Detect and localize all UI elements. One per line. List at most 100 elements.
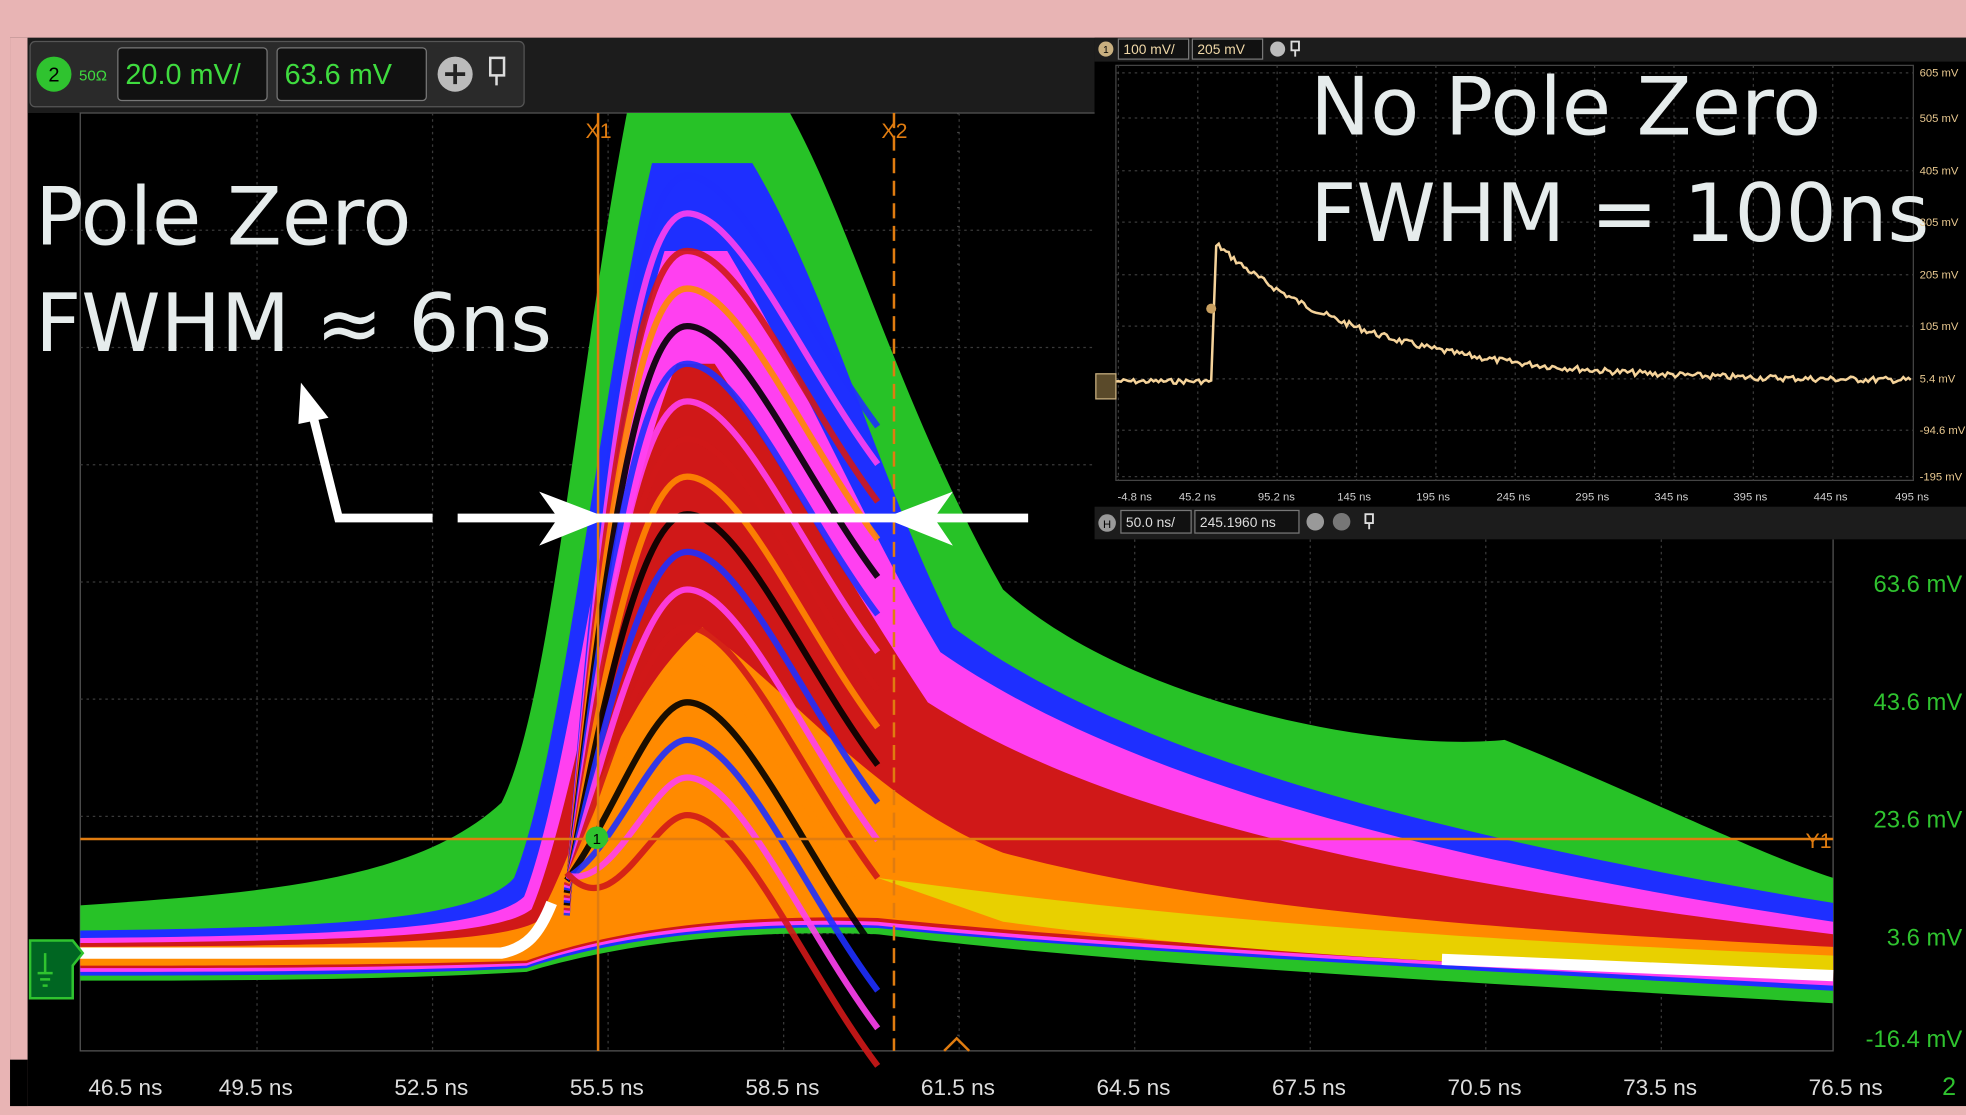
pin-icon[interactable] [488, 56, 506, 86]
inset-x-label: 195 ns [1416, 491, 1450, 503]
inset-y-label: -94.6 mV [1920, 425, 1966, 437]
inset-x-label: 45.2 ns [1179, 491, 1216, 503]
trace-band [563, 398, 881, 901]
arrow-head-left [883, 491, 953, 546]
inset-x-label: 395 ns [1733, 491, 1767, 503]
inset-x-label: 145 ns [1337, 491, 1371, 503]
impedance: 50Ω [79, 67, 107, 84]
inset-trace [1115, 241, 1912, 386]
trace-band [563, 473, 881, 896]
inset-x-label: 295 ns [1575, 491, 1609, 503]
y-axis-label: 63.6 mV [1874, 571, 1963, 598]
arrow-head-up [298, 382, 329, 424]
inset-y-label: 305 mV [1920, 217, 1959, 229]
zoom-button[interactable] [1306, 512, 1325, 531]
inset-scale: 100 mV/ [1123, 42, 1174, 57]
trace-band [564, 699, 881, 955]
x-axis-label: 46.5 ns [88, 1075, 162, 1100]
inset-scope [1094, 37, 1966, 540]
inset-annotation-title: No Pole Zero [1310, 60, 1821, 153]
x-axis-label: 49.5 ns [219, 1075, 293, 1100]
trace-band [564, 812, 881, 1068]
x-axis-label: 52.5 ns [394, 1075, 468, 1100]
x-axis-label: 67.5 ns [1272, 1075, 1346, 1100]
trace-band [563, 661, 881, 918]
inset-x-label: 95.2 ns [1258, 491, 1295, 503]
scale-box[interactable] [117, 47, 268, 102]
scale: 20.0 mV/ [125, 59, 241, 91]
inset-y-label: 405 mV [1920, 165, 1959, 177]
inset-pin[interactable] [1290, 40, 1300, 57]
offset-box[interactable] [276, 47, 427, 102]
x-axis-label: 58.5 ns [745, 1075, 819, 1100]
trace-envelope [80, 113, 1834, 1004]
y-axis-label: 23.6 mV [1874, 807, 1963, 834]
inset-y-label: 105 mV [1920, 321, 1959, 333]
cursor-x1-label: X1 [586, 119, 612, 143]
trace-orange [80, 627, 1834, 979]
x-axis-label: 76.5 ns [1809, 1075, 1883, 1100]
annotation-title: Pole Zero [35, 171, 411, 264]
trace-band [563, 435, 881, 899]
y-axis-label: 43.6 mV [1874, 689, 1963, 716]
ground-marker[interactable] [28, 939, 85, 1000]
inset-y-label: 5.4 mV [1920, 374, 1956, 386]
trigger-marker-label: 1 [593, 831, 601, 848]
inset-position: 245.1960 ns [1200, 515, 1276, 530]
mode-button[interactable] [1332, 512, 1351, 531]
inset-y-label: -195 mV [1920, 471, 1963, 483]
channel-number: 2 [48, 65, 59, 87]
trace-band [563, 323, 881, 906]
x-axis-label: 64.5 ns [1096, 1075, 1170, 1100]
channel-badge[interactable] [36, 56, 72, 92]
arrow-head-right [539, 491, 609, 546]
inset-h: H [1103, 519, 1111, 531]
trigger-marker[interactable] [585, 826, 609, 850]
inset-y-label: 605 mV [1920, 68, 1959, 80]
inset-annotation-fwhm: FWHM = 100ns [1310, 167, 1929, 260]
trace-yellow [877, 877, 1834, 974]
inset-scale-box[interactable] [1117, 38, 1190, 60]
x-axis-label: 70.5 ns [1448, 1075, 1522, 1100]
trace-baseline [80, 900, 1834, 982]
trace-band [563, 586, 881, 889]
inset-ground-marker [1095, 373, 1117, 400]
inset-offset-box[interactable] [1191, 38, 1264, 60]
inset-y-label: 505 mV [1920, 113, 1959, 125]
left-border [10, 37, 28, 1107]
inset-h-badge[interactable] [1098, 514, 1116, 532]
annotation-fwhm: FWHM ≈ 6ns [35, 277, 552, 370]
trace-band [563, 285, 881, 909]
x-axis-label: 73.5 ns [1623, 1075, 1697, 1100]
inset-channel: 1 [1103, 45, 1109, 56]
x-axis-label: 55.5 ns [570, 1075, 644, 1100]
trace-band [563, 623, 881, 887]
inset-offset: 205 mV [1197, 42, 1245, 57]
timebase-box[interactable] [1120, 509, 1192, 534]
inset-x-label: 245 ns [1496, 491, 1530, 503]
trace-band [563, 360, 881, 904]
inset-grid [1115, 65, 1914, 481]
inset-x-label: -4.8 ns [1117, 491, 1152, 503]
trace-band [565, 774, 881, 1031]
x-axis-label: 61.5 ns [921, 1075, 995, 1100]
offset: 63.6 mV [285, 59, 393, 91]
inset-trigger-marker [1206, 303, 1217, 314]
position-box[interactable] [1194, 509, 1300, 534]
corner-channel: 2 [1942, 1073, 1956, 1101]
inset-x-label: 445 ns [1814, 491, 1848, 503]
y-axis-label: 3.6 mV [1887, 925, 1963, 952]
arrow-bent [306, 406, 433, 523]
trigger-position [943, 1036, 971, 1052]
time-pin[interactable] [1364, 513, 1374, 530]
trace-band [565, 736, 881, 993]
inset-channel-badge[interactable] [1098, 41, 1114, 57]
add-icon [445, 64, 466, 85]
left-corner [10, 1059, 28, 1107]
trace-band [563, 548, 881, 892]
inset-add-button[interactable] [1270, 41, 1286, 57]
cursor-y1-label: Y1 [1806, 829, 1832, 853]
inset-timebase: 50.0 ns/ [1126, 515, 1175, 530]
